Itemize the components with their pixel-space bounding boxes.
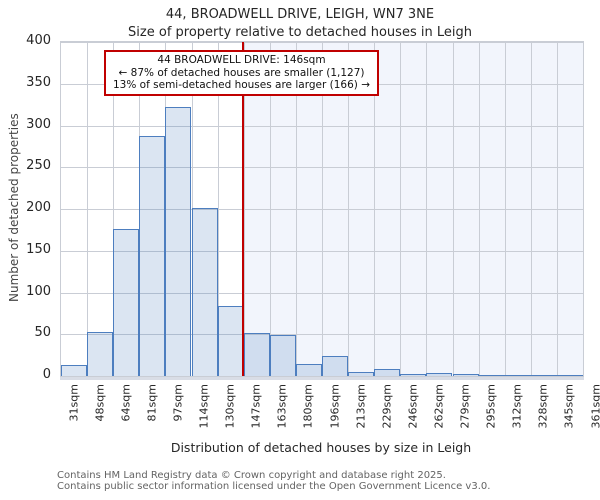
histogram-bar (295, 363, 322, 376)
x-tick-label: 361sqm (589, 384, 600, 429)
v-gridline (322, 42, 323, 376)
y-tick-label: 150 (26, 241, 51, 257)
v-gridline (295, 42, 297, 376)
v-gridline (269, 42, 271, 376)
histogram-bar (452, 374, 479, 376)
x-tick-label: 147sqm (249, 384, 263, 429)
x-tick-label: 328sqm (536, 384, 550, 429)
chart-title: 44, BROADWELL DRIVE, LEIGH, WN7 3NE (165, 7, 435, 22)
y-tick-label: 100 (26, 283, 51, 299)
v-gridline (426, 42, 428, 376)
histogram-bar (139, 136, 166, 376)
histogram-bar (374, 369, 401, 376)
v-gridline (113, 42, 115, 376)
annotation-line-3: 13% of semi-detached houses are larger (… (113, 79, 370, 91)
y-tick-label: 250 (26, 158, 51, 174)
y-tick-label: 200 (26, 200, 51, 215)
annotation-box: 44 BROADWELL DRIVE: 146sqm ← 87% of deta… (104, 50, 379, 96)
attribution-line-1: Contains HM Land Registry data © Crown c… (57, 470, 446, 481)
x-tick-label: 345sqm (562, 384, 576, 429)
histogram-bar (243, 332, 270, 376)
histogram-bar (530, 375, 557, 376)
v-gridline (374, 42, 376, 376)
v-gridline (348, 42, 350, 376)
attribution-line-2: Contains public sector information licen… (57, 481, 491, 492)
v-gridline (452, 42, 454, 376)
x-tick-label: 262sqm (432, 384, 446, 429)
plot-area (60, 41, 584, 377)
y-tick-label: 400 (26, 33, 51, 48)
x-tick-label: 114sqm (197, 384, 211, 429)
v-gridline (243, 42, 245, 376)
v-gridline (217, 42, 219, 376)
annotation-line-1: 44 BROADWELL DRIVE: 146sqm (157, 54, 326, 66)
y-tick-label: 50 (34, 325, 51, 341)
histogram-bar (400, 374, 427, 376)
x-tick-label: 180sqm (301, 384, 315, 429)
histogram-bar (348, 371, 375, 376)
x-axis-spine (60, 376, 584, 380)
histogram-bar (556, 375, 583, 376)
v-gridline (556, 42, 558, 376)
x-tick-label: 163sqm (275, 384, 289, 429)
y-tick-label: 350 (26, 74, 51, 90)
x-tick-label: 81sqm (145, 384, 159, 422)
v-gridline (400, 42, 402, 376)
chart-subtitle: Size of property relative to detached ho… (128, 25, 472, 40)
histogram-bar (478, 375, 505, 376)
x-tick-label: 279sqm (458, 384, 472, 429)
x-tick-label: 64sqm (119, 384, 133, 422)
histogram-bar (269, 335, 296, 376)
v-gridline (504, 42, 506, 376)
x-tick-label: 295sqm (484, 384, 498, 429)
x-tick-label: 229sqm (380, 384, 394, 429)
x-tick-label: 130sqm (223, 384, 237, 429)
x-tick-label: 246sqm (406, 384, 420, 429)
histogram-bar (165, 107, 192, 376)
x-tick-label: 31sqm (67, 384, 80, 422)
v-gridline (530, 42, 532, 376)
x-tick-label: 97sqm (171, 384, 185, 422)
y-tick-label: 0 (42, 367, 51, 382)
histogram-bar (113, 229, 140, 376)
histogram-bar (217, 305, 244, 376)
property-size-marker-line (241, 42, 244, 376)
histogram-bar (426, 372, 453, 376)
histogram-bar (87, 331, 114, 376)
histogram-bar (191, 208, 218, 376)
v-gridline (87, 42, 89, 376)
x-tick-label: 312sqm (510, 384, 524, 429)
y-axis-title: Number of detached properties (7, 113, 21, 303)
x-tick-label: 213sqm (354, 384, 368, 429)
histogram-bar (322, 356, 349, 376)
histogram-bar (504, 375, 531, 376)
x-tick-label: 196sqm (328, 384, 341, 429)
v-gridline (478, 42, 480, 376)
x-axis-title: Distribution of detached houses by size … (170, 440, 472, 455)
x-tick-label: 48sqm (93, 384, 107, 422)
annotation-line-2: ← 87% of detached houses are smaller (1,… (118, 66, 365, 79)
histogram-bar (61, 365, 88, 376)
y-tick-label: 300 (26, 116, 51, 132)
